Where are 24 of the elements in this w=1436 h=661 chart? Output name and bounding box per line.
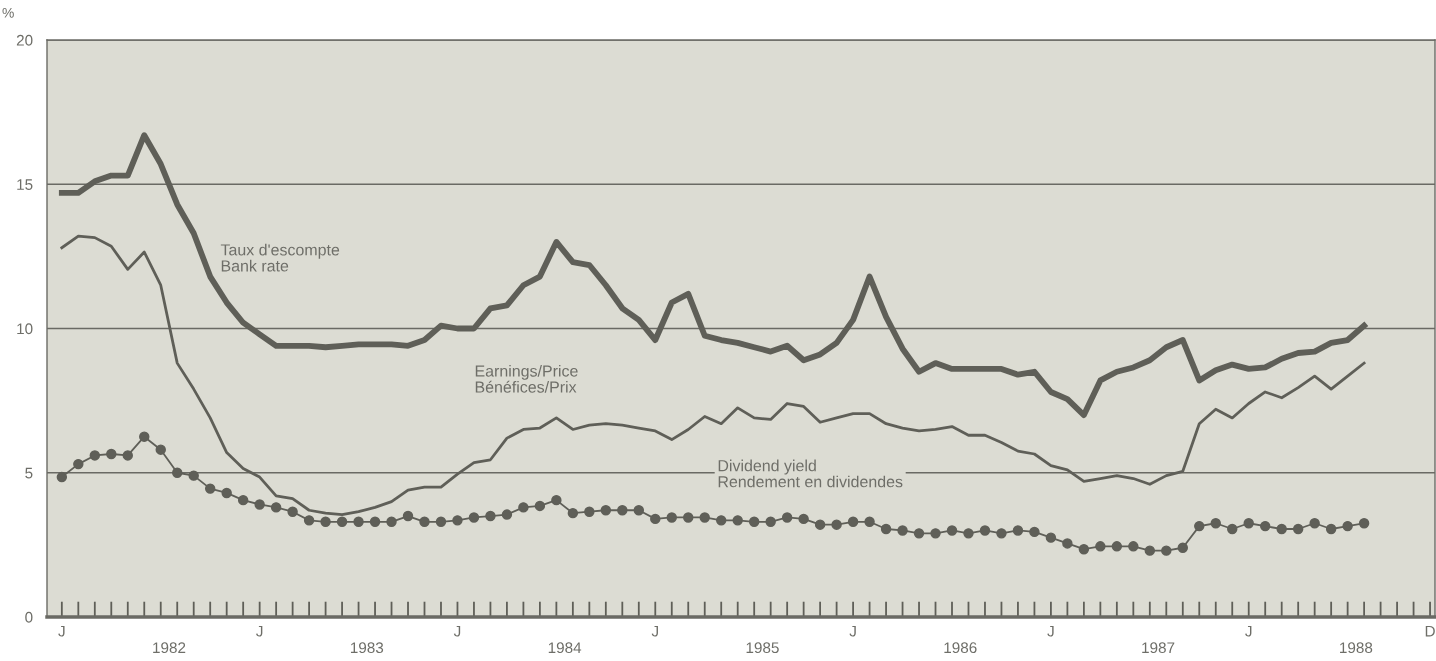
text: 1987	[1142, 642, 1175, 654]
x-tick-label: J	[453, 625, 461, 637]
y-axis-title: %	[2, 7, 14, 18]
x-tick-label: J	[849, 625, 856, 637]
text: 1986	[944, 642, 977, 654]
y-tick-label: 15	[17, 179, 33, 190]
y-tick-label: 0	[25, 611, 33, 623]
series-label: Taux d'escompte Bank rate	[220, 243, 340, 272]
text: 1983	[350, 642, 384, 654]
y-tick-label: 20	[16, 34, 33, 46]
x-tick-label: J	[58, 625, 65, 637]
x-tick-label: J	[651, 625, 658, 637]
series-label: Dividend yield Rendement en dividendes	[718, 459, 903, 488]
text: 1982	[153, 642, 186, 654]
y-tick-label: 10	[17, 323, 33, 335]
x-tick-label: J	[256, 625, 263, 637]
y-tick-label: 5	[25, 467, 33, 479]
x-tick-label: J	[1245, 625, 1252, 637]
text: 1988	[1340, 642, 1373, 654]
x-tick-label: J	[1047, 625, 1054, 637]
text: 1984	[548, 642, 582, 654]
x-tick-label: D	[1425, 625, 1435, 637]
text: 1985	[746, 642, 779, 654]
text: Earnings/Price Bénéfices/Prix	[475, 364, 578, 393]
